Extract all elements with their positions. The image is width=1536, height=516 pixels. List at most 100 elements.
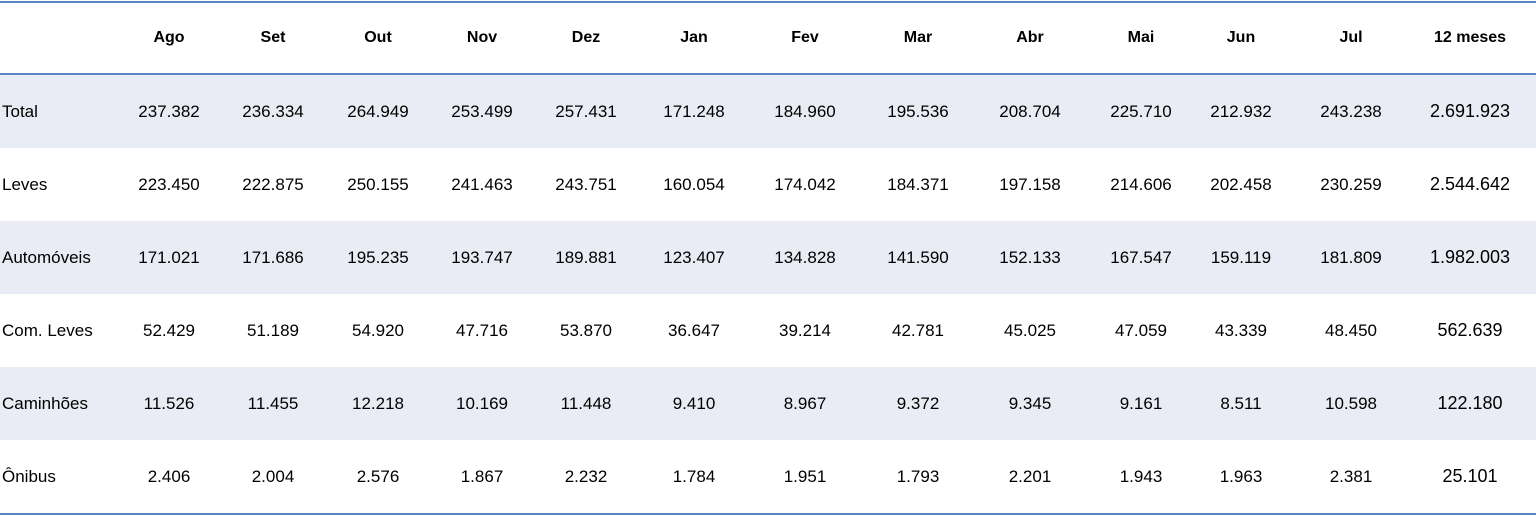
value-cell: 10.169: [456, 394, 508, 413]
value-cell: 181.809: [1320, 248, 1382, 267]
value-cell: 230.259: [1320, 175, 1382, 194]
row-label: Ônibus: [2, 467, 56, 486]
value-cell: 53.870: [560, 321, 612, 340]
value-cell: 243.751: [555, 175, 617, 194]
value-cell: 2.406: [147, 467, 191, 486]
value-cell: 171.248: [663, 102, 725, 121]
value-cell: 1.943: [1119, 467, 1163, 486]
value-cell: 222.875: [242, 175, 304, 194]
value-cell: 43.339: [1215, 321, 1267, 340]
bottom-rule: [0, 513, 1536, 515]
row-band: [0, 148, 1536, 221]
value-cell: 193.747: [451, 248, 513, 267]
value-cell: 1.793: [896, 467, 940, 486]
value-cell: 2.576: [356, 467, 400, 486]
value-cell: 1.951: [783, 467, 827, 486]
top-rule: [0, 1, 1536, 3]
value-cell: 9.345: [1008, 394, 1052, 413]
value-cell: 208.704: [999, 102, 1061, 121]
value-cell: 171.021: [138, 248, 200, 267]
row-label: Com. Leves: [2, 321, 93, 340]
value-cell: 48.450: [1325, 321, 1377, 340]
total-cell: 1.982.003: [1429, 247, 1511, 267]
value-cell: 54.920: [352, 321, 404, 340]
value-cell: 9.161: [1119, 394, 1163, 413]
value-cell: 45.025: [1004, 321, 1056, 340]
row-label: Automóveis: [2, 248, 91, 267]
value-cell: 214.606: [1110, 175, 1172, 194]
value-cell: 47.059: [1115, 321, 1167, 340]
value-cell: 2.232: [564, 467, 608, 486]
value-cell: 9.372: [896, 394, 940, 413]
value-cell: 134.828: [774, 248, 836, 267]
value-cell: 1.784: [672, 467, 716, 486]
column-header: Ago: [153, 29, 185, 46]
value-cell: 174.042: [774, 175, 836, 194]
value-cell: 11.526: [143, 394, 195, 413]
value-cell: 250.155: [347, 175, 409, 194]
value-cell: 1.963: [1219, 467, 1263, 486]
value-cell: 36.647: [668, 321, 720, 340]
value-cell: 11.448: [560, 394, 612, 413]
value-cell: 8.967: [783, 394, 827, 413]
value-cell: 159.119: [1210, 248, 1272, 267]
value-cell: 152.133: [999, 248, 1061, 267]
value-cell: 11.455: [247, 394, 299, 413]
value-cell: 52.429: [143, 321, 195, 340]
value-cell: 12.218: [352, 394, 404, 413]
column-header: Nov: [466, 29, 498, 46]
value-cell: 189.881: [555, 248, 617, 267]
value-cell: 257.431: [555, 102, 617, 121]
column-header: Jul: [1339, 29, 1363, 46]
column-header: 12 meses: [1433, 29, 1507, 46]
value-cell: 237.382: [138, 102, 200, 121]
value-cell: 2.381: [1329, 467, 1373, 486]
value-cell: 123.407: [663, 248, 725, 267]
total-cell: 122.180: [1437, 393, 1503, 413]
row-band: [0, 221, 1536, 294]
value-cell: 264.949: [347, 102, 409, 121]
total-cell: 2.544.642: [1429, 174, 1511, 194]
value-cell: 241.463: [451, 175, 513, 194]
value-cell: 2.004: [251, 467, 295, 486]
column-header: Dez: [571, 29, 601, 46]
row-band: [0, 440, 1536, 513]
value-cell: 195.536: [887, 102, 949, 121]
value-cell: 1.867: [460, 467, 504, 486]
value-cell: 160.054: [663, 175, 725, 194]
value-cell: 171.686: [242, 248, 304, 267]
row-label: Caminhões: [2, 394, 88, 413]
value-cell: 236.334: [242, 102, 304, 121]
value-cell: 2.201: [1008, 467, 1052, 486]
value-cell: 141.590: [887, 248, 949, 267]
column-header: Set: [260, 29, 286, 46]
total-cell: 25.101: [1442, 466, 1498, 486]
value-cell: 202.458: [1210, 175, 1272, 194]
value-cell: 8.511: [1220, 394, 1262, 413]
value-cell: 184.960: [774, 102, 836, 121]
value-cell: 10.598: [1325, 394, 1377, 413]
value-cell: 243.238: [1320, 102, 1382, 121]
column-header: Mar: [903, 29, 933, 46]
value-cell: 47.716: [456, 321, 508, 340]
value-cell: 253.499: [451, 102, 513, 121]
total-cell: 562.639: [1437, 320, 1503, 340]
value-cell: 42.781: [892, 321, 944, 340]
column-header: Abr: [1016, 29, 1044, 46]
header-rule: [0, 73, 1536, 75]
column-header: Mai: [1127, 29, 1155, 46]
row-band: [0, 294, 1536, 367]
value-cell: 51.189: [247, 321, 299, 340]
row-label: Total: [2, 102, 38, 121]
column-header: Out: [364, 29, 392, 46]
row-band: [0, 367, 1536, 440]
value-cell: 225.710: [1110, 102, 1172, 121]
value-cell: 184.371: [887, 175, 949, 194]
value-cell: 39.214: [779, 321, 831, 340]
value-cell: 167.547: [1110, 248, 1172, 267]
value-cell: 197.158: [999, 175, 1061, 194]
column-header: Jan: [680, 29, 708, 46]
value-cell: 223.450: [138, 175, 200, 194]
column-header: Fev: [791, 29, 819, 46]
